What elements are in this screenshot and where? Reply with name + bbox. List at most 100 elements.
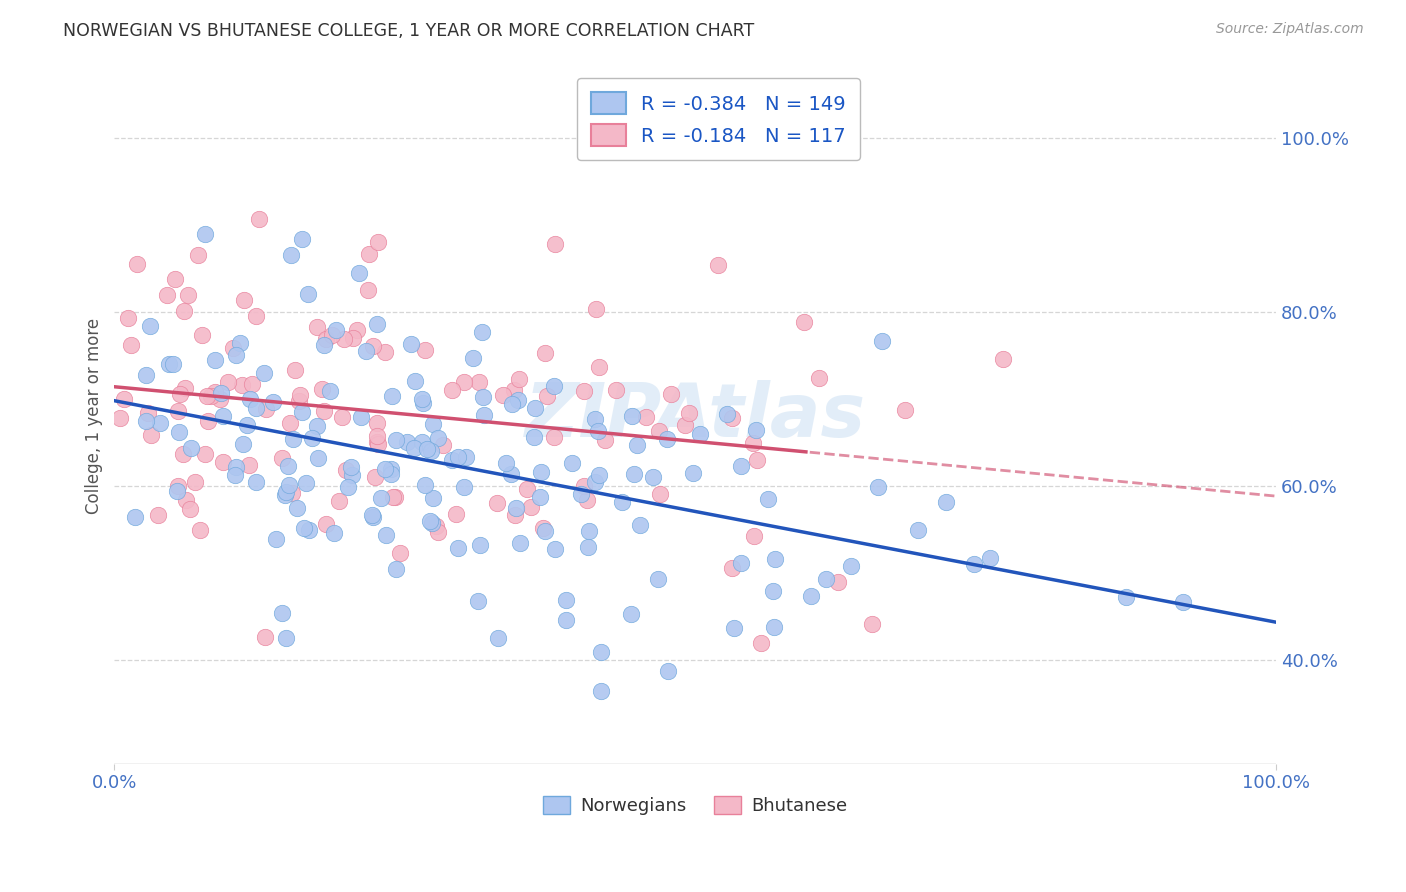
Point <box>280 416 302 430</box>
Text: ZIPAtlas: ZIPAtlas <box>524 380 866 452</box>
Point <box>173 304 195 318</box>
Point <box>721 561 744 575</box>
Point <box>659 386 682 401</box>
Point <box>524 401 547 415</box>
Point <box>453 375 475 389</box>
Point <box>432 438 454 452</box>
Point <box>626 437 648 451</box>
Point <box>204 353 226 368</box>
Point <box>648 425 671 439</box>
Point <box>297 287 319 301</box>
Point <box>384 491 406 505</box>
Point <box>357 283 380 297</box>
Point <box>349 409 371 424</box>
Point <box>225 460 247 475</box>
Point <box>979 551 1001 566</box>
Point <box>866 480 889 494</box>
Point <box>191 328 214 343</box>
Point <box>167 479 190 493</box>
Point <box>323 526 346 541</box>
Point <box>575 493 598 508</box>
Point <box>245 475 267 489</box>
Point <box>530 465 553 479</box>
Point <box>281 486 304 500</box>
Point <box>744 424 766 438</box>
Point <box>860 616 883 631</box>
Point <box>963 557 986 571</box>
Point <box>346 323 368 337</box>
Point <box>574 384 596 398</box>
Point <box>359 247 381 261</box>
Point <box>254 401 277 416</box>
Point <box>380 467 402 482</box>
Point <box>543 236 565 251</box>
Point <box>689 426 711 441</box>
Point <box>807 371 830 385</box>
Point <box>402 442 425 456</box>
Point <box>620 409 643 423</box>
Point <box>427 431 450 445</box>
Text: NORWEGIAN VS BHUTANESE COLLEGE, 1 YEAR OR MORE CORRELATION CHART: NORWEGIAN VS BHUTANESE COLLEGE, 1 YEAR O… <box>63 22 755 40</box>
Point <box>162 357 184 371</box>
Point <box>305 320 328 334</box>
Point <box>340 468 363 483</box>
Point <box>523 430 546 444</box>
Point <box>262 394 284 409</box>
Point <box>319 384 342 399</box>
Point <box>366 429 388 443</box>
Point <box>1115 590 1137 604</box>
Point <box>420 516 443 530</box>
Point <box>501 467 523 482</box>
Point <box>253 366 276 380</box>
Point <box>447 450 470 464</box>
Point <box>648 487 671 501</box>
Point <box>762 620 785 634</box>
Point <box>422 417 444 431</box>
Point <box>163 271 186 285</box>
Point <box>578 524 600 538</box>
Point <box>112 392 135 406</box>
Point <box>1173 595 1195 609</box>
Point <box>723 621 745 635</box>
Point <box>156 288 179 302</box>
Point <box>315 332 337 346</box>
Point <box>197 414 219 428</box>
Point <box>509 535 531 549</box>
Point <box>217 375 239 389</box>
Point <box>447 541 470 556</box>
Point <box>440 383 463 397</box>
Point <box>415 442 437 457</box>
Point <box>337 480 360 494</box>
Point <box>340 459 363 474</box>
Point <box>647 572 669 586</box>
Point <box>467 375 489 389</box>
Point <box>367 235 389 250</box>
Point <box>815 572 838 586</box>
Point <box>422 491 444 505</box>
Point <box>238 392 260 406</box>
Point <box>179 501 201 516</box>
Point <box>311 382 333 396</box>
Point <box>366 417 388 431</box>
Point <box>485 496 508 510</box>
Point <box>506 393 529 408</box>
Point <box>534 346 557 360</box>
Point <box>730 557 752 571</box>
Point <box>328 494 350 508</box>
Point <box>139 428 162 442</box>
Point <box>375 528 398 542</box>
Point <box>370 491 392 505</box>
Point <box>763 551 786 566</box>
Point <box>623 467 645 481</box>
Point <box>730 459 752 474</box>
Point <box>486 632 509 646</box>
Point <box>583 475 606 489</box>
Point <box>138 319 160 334</box>
Point <box>411 392 433 407</box>
Point <box>793 315 815 329</box>
Point <box>291 232 314 246</box>
Point <box>146 508 169 522</box>
Point <box>520 500 543 515</box>
Point <box>471 325 494 339</box>
Point <box>610 495 633 509</box>
